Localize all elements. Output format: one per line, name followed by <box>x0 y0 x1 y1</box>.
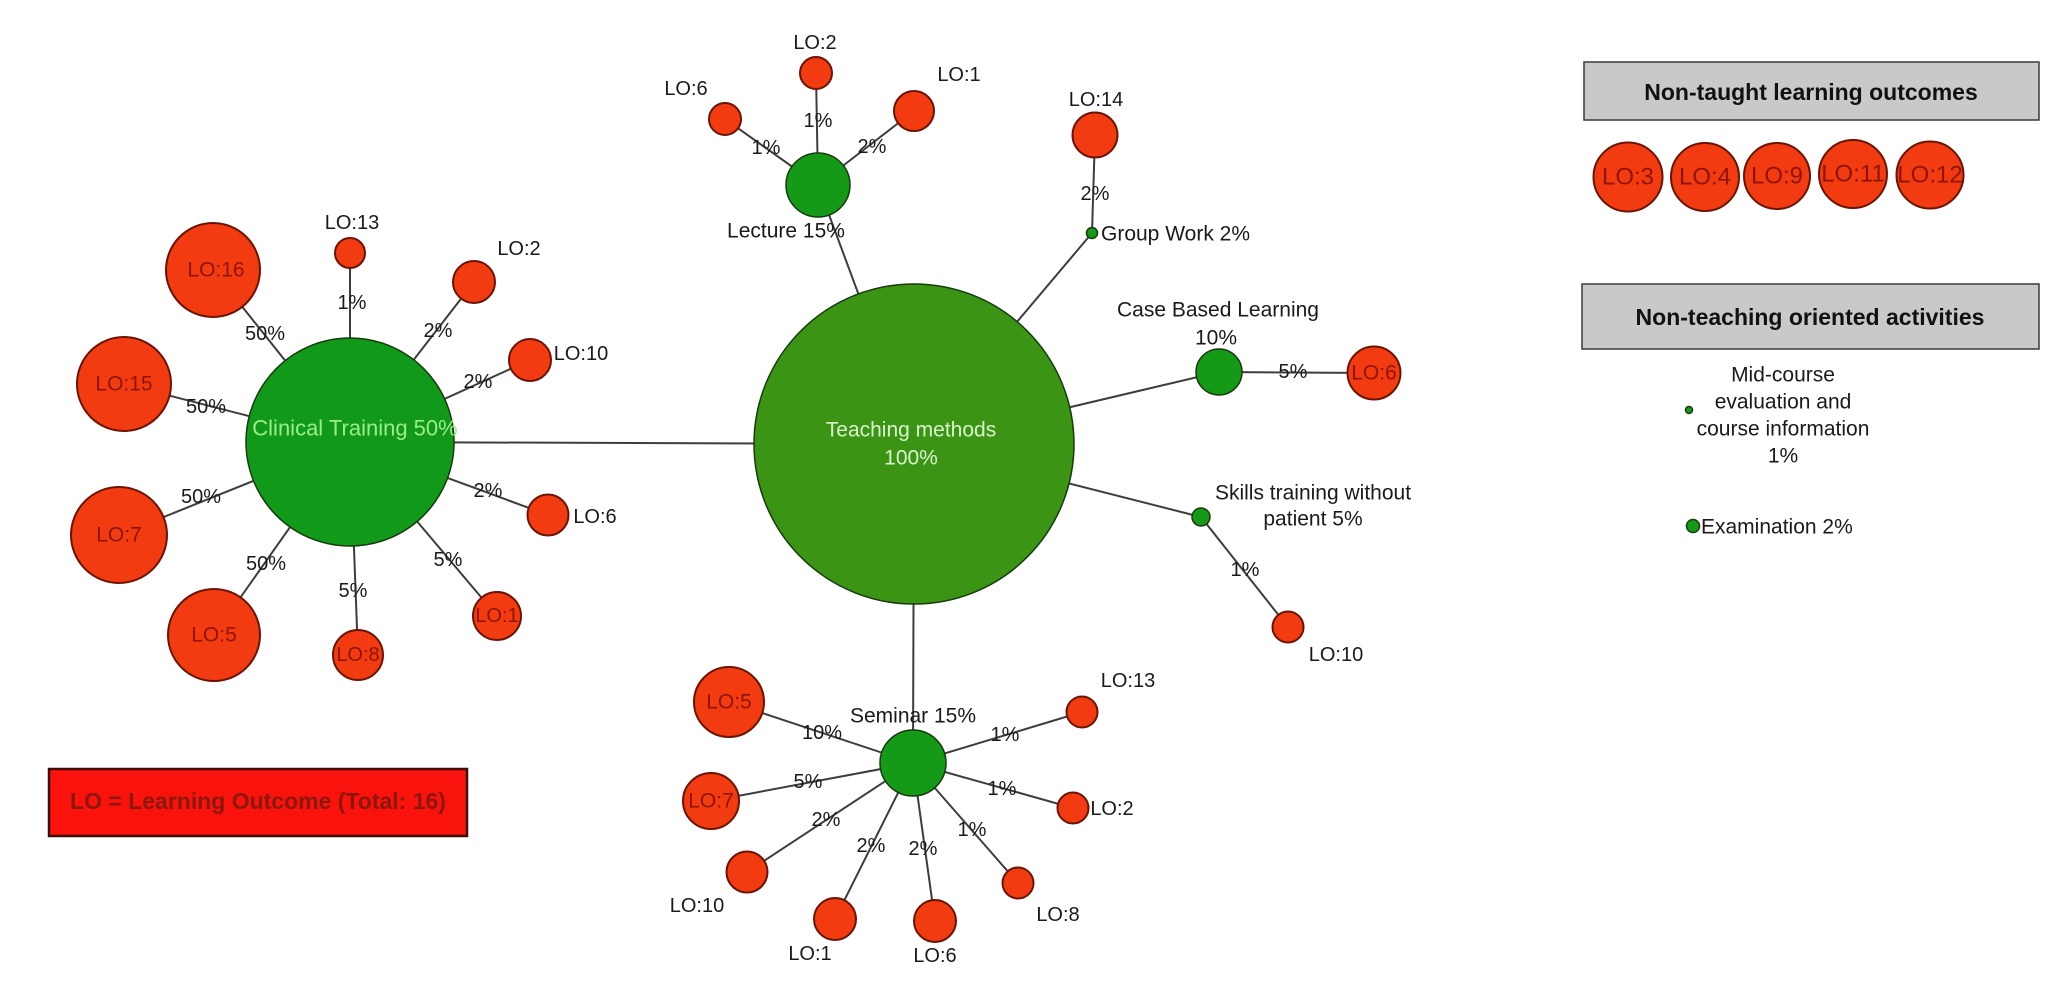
svg-text:LO:16: LO:16 <box>187 259 244 282</box>
svg-text:50%: 50% <box>245 323 285 345</box>
svg-text:LO = Learning Outcome (Total:: LO = Learning Outcome (Total: 16) <box>70 788 446 814</box>
svg-text:1%: 1% <box>804 110 833 132</box>
svg-text:LO:8: LO:8 <box>1036 904 1079 926</box>
svg-text:5%: 5% <box>1279 361 1308 383</box>
svg-text:Mid-course: Mid-course <box>1731 364 1835 387</box>
svg-text:LO:5: LO:5 <box>191 624 237 647</box>
svg-text:2%: 2% <box>1081 183 1110 205</box>
svg-text:LO:6: LO:6 <box>913 945 956 967</box>
svg-text:Skills training without: Skills training without <box>1215 482 1411 505</box>
svg-text:LO:1: LO:1 <box>937 64 980 86</box>
svg-text:LO:6: LO:6 <box>1351 362 1397 385</box>
svg-text:LO:15: LO:15 <box>95 373 152 396</box>
svg-text:LO:5: LO:5 <box>706 691 752 714</box>
svg-text:LO:13: LO:13 <box>1101 670 1155 692</box>
svg-text:LO:1: LO:1 <box>788 943 831 965</box>
svg-text:Non-teaching oriented activiti: Non-teaching oriented activities <box>1636 304 1985 330</box>
svg-text:LO:13: LO:13 <box>325 212 379 234</box>
svg-text:2%: 2% <box>464 371 493 393</box>
svg-text:LO:10: LO:10 <box>554 343 608 365</box>
svg-text:LO:4: LO:4 <box>1679 164 1731 191</box>
svg-text:LO:2: LO:2 <box>1090 798 1133 820</box>
svg-text:evaluation and: evaluation and <box>1715 391 1852 414</box>
svg-text:patient 5%: patient 5% <box>1263 508 1362 531</box>
svg-text:LO:12: LO:12 <box>1897 162 1962 189</box>
svg-text:LO:10: LO:10 <box>670 895 724 917</box>
svg-text:1%: 1% <box>991 724 1020 746</box>
svg-text:5%: 5% <box>339 580 368 602</box>
svg-text:5%: 5% <box>794 771 823 793</box>
svg-text:2%: 2% <box>857 835 886 857</box>
svg-text:10%: 10% <box>1195 327 1237 350</box>
svg-text:course information: course information <box>1697 418 1870 441</box>
svg-text:2%: 2% <box>858 136 887 158</box>
svg-text:LO:8: LO:8 <box>336 644 379 666</box>
svg-text:Examination 2%: Examination 2% <box>1701 516 1853 539</box>
svg-text:2%: 2% <box>909 838 938 860</box>
svg-text:2%: 2% <box>812 809 841 831</box>
svg-text:1%: 1% <box>752 137 781 159</box>
svg-text:LO:6: LO:6 <box>573 506 616 528</box>
svg-text:10%: 10% <box>802 722 842 744</box>
svg-text:LO:14: LO:14 <box>1069 89 1123 111</box>
svg-text:LO:9: LO:9 <box>1751 163 1803 190</box>
svg-text:LO:2: LO:2 <box>497 238 540 260</box>
svg-text:Clinical Training 50%: Clinical Training 50% <box>252 416 457 441</box>
svg-text:Non-taught learning outcomes: Non-taught learning outcomes <box>1644 79 1978 105</box>
svg-text:50%: 50% <box>181 486 221 508</box>
svg-text:LO:7: LO:7 <box>96 524 142 547</box>
svg-text:5%: 5% <box>434 549 463 571</box>
svg-text:Teaching methods: Teaching methods <box>826 419 996 442</box>
svg-text:50%: 50% <box>186 396 226 418</box>
svg-text:LO:10: LO:10 <box>1309 644 1363 666</box>
svg-text:Group Work 2%: Group Work 2% <box>1101 223 1250 246</box>
svg-text:LO:1: LO:1 <box>475 605 518 627</box>
svg-text:2%: 2% <box>474 480 503 502</box>
svg-text:1%: 1% <box>338 292 367 314</box>
svg-text:LO:2: LO:2 <box>793 32 836 54</box>
svg-text:1%: 1% <box>958 819 987 841</box>
svg-text:LO:6: LO:6 <box>664 78 707 100</box>
svg-text:LO:7: LO:7 <box>688 790 734 813</box>
svg-text:100%: 100% <box>884 447 938 470</box>
svg-text:1%: 1% <box>988 778 1017 800</box>
svg-text:LO:11: LO:11 <box>1821 161 1885 188</box>
svg-text:Seminar 15%: Seminar 15% <box>850 705 976 728</box>
svg-text:50%: 50% <box>246 553 286 575</box>
svg-text:1%: 1% <box>1231 559 1260 581</box>
svg-text:Case Based Learning: Case Based Learning <box>1117 299 1319 322</box>
svg-text:1%: 1% <box>1768 445 1798 468</box>
svg-text:LO:3: LO:3 <box>1602 164 1654 191</box>
svg-text:2%: 2% <box>424 320 453 342</box>
svg-text:Lecture 15%: Lecture 15% <box>727 220 845 243</box>
